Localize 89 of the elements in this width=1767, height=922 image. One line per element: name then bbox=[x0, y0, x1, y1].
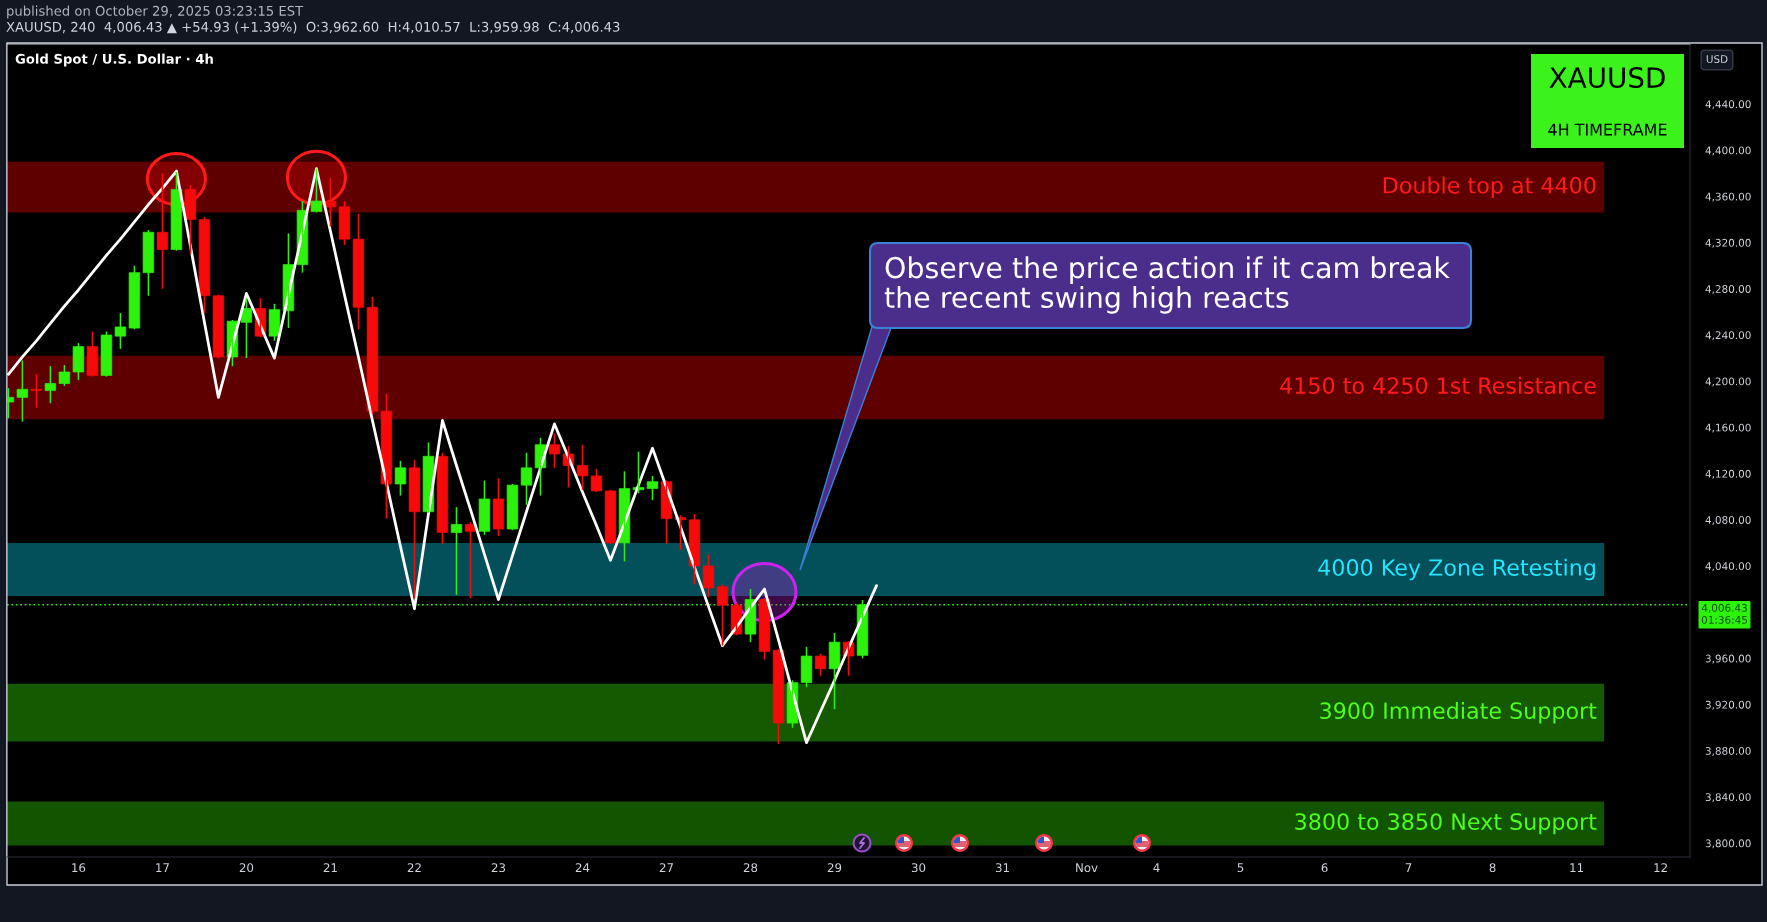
x-tick-label: 30 bbox=[911, 863, 926, 873]
y-tick-label: 4,200.00 bbox=[1705, 377, 1751, 387]
candlestick bbox=[436, 452, 449, 545]
y-tick-label: 4,240.00 bbox=[1705, 331, 1751, 341]
x-tick-label: Nov bbox=[1076, 863, 1098, 873]
candlestick bbox=[492, 477, 505, 537]
candlestick bbox=[268, 303, 281, 342]
x-tick-label: 20 bbox=[239, 863, 254, 873]
candlestick bbox=[310, 167, 323, 214]
y-tick-label: 4,040.00 bbox=[1705, 562, 1751, 572]
y-tick-label: 4,280.00 bbox=[1705, 285, 1751, 294]
x-tick-label: 31 bbox=[995, 863, 1009, 873]
x-tick-label: 29 bbox=[827, 863, 842, 873]
annotation: 4H TIMEFRAME bbox=[1548, 123, 1667, 136]
band-label: 3800 to 3850 Next Support bbox=[1295, 813, 1597, 835]
x-tick-label: 5 bbox=[1237, 863, 1244, 873]
line-series bbox=[7, 167, 878, 745]
chart-subtitle: XAUUSD, 240 4,006.43 ▲ +54.93 (+1.39%) O:3,962.60 H:4,010.57 L:3,959.98 C:4,006.43 bbox=[6, 21, 620, 34]
text: published on October 29, 2025 03:23:15 EST bbox=[7, 5, 304, 19]
candlestick bbox=[590, 468, 603, 493]
ref-line-label: 4,006.43 01:36:45 bbox=[1701, 603, 1747, 624]
y-tick-label: 4,320.00 bbox=[1705, 238, 1751, 248]
x-tick-label: 6 bbox=[1321, 863, 1328, 873]
candlestick bbox=[114, 312, 127, 350]
x-tick-label: 16 bbox=[72, 863, 86, 873]
candlestick bbox=[576, 443, 589, 491]
candlestick bbox=[366, 296, 379, 415]
candlestick bbox=[548, 432, 561, 469]
candlestick bbox=[100, 330, 113, 378]
candlestick bbox=[464, 521, 477, 600]
candlestick bbox=[604, 488, 617, 545]
candlestick bbox=[800, 646, 813, 689]
band-label: Double top at 4400 bbox=[1383, 176, 1596, 198]
x-tick-label: 11 bbox=[1570, 863, 1584, 872]
candlestick bbox=[142, 229, 155, 297]
x-tick-label: 7 bbox=[1405, 863, 1412, 872]
candlestick bbox=[156, 172, 169, 290]
candlestick bbox=[520, 452, 533, 506]
y-tick-label: 3,880.00 bbox=[1705, 746, 1751, 756]
x-tick-label: 23 bbox=[491, 863, 506, 873]
candlestick bbox=[408, 458, 421, 600]
candlestick bbox=[338, 200, 351, 246]
x-tick-label: 12 bbox=[1654, 863, 1667, 872]
candlestick bbox=[30, 373, 43, 409]
x-tick-label: 28 bbox=[743, 863, 758, 873]
candlestick bbox=[184, 184, 197, 255]
x-tick-label: 21 bbox=[323, 863, 337, 872]
x-tick-label: 24 bbox=[575, 863, 590, 872]
candlestick bbox=[16, 359, 29, 423]
annotation: Observe the price action if it cam break the recent swing high reacts bbox=[884, 256, 1450, 314]
x-tick-label: 22 bbox=[407, 863, 421, 872]
x-tick-label: 17 bbox=[156, 863, 169, 872]
candlestick bbox=[86, 330, 99, 378]
y-tick-label: 3,960.00 bbox=[1705, 654, 1751, 664]
x-tick-label: 4 bbox=[1153, 863, 1160, 872]
y-tick-label: 4,360.00 bbox=[1705, 192, 1751, 202]
band-label: 3900 Immediate Support bbox=[1320, 701, 1597, 724]
x-tick-label: 8 bbox=[1489, 863, 1496, 873]
candlestick bbox=[198, 216, 211, 314]
candlestick bbox=[58, 364, 71, 387]
candlestick bbox=[450, 506, 463, 596]
candlestick bbox=[72, 342, 85, 381]
candlestick bbox=[170, 171, 183, 252]
y-tick-label: 3,920.00 bbox=[1705, 700, 1751, 710]
candlestick bbox=[44, 365, 57, 404]
candlestick bbox=[352, 212, 365, 331]
y-tick-label: 4,080.00 bbox=[1705, 516, 1751, 525]
candlestick bbox=[394, 460, 407, 497]
candlestick bbox=[478, 479, 491, 536]
text: Gold Spot / U.S. Dollar · 4h bbox=[15, 53, 213, 67]
y-axis-title: USD bbox=[1706, 55, 1728, 64]
candlestick bbox=[506, 483, 519, 531]
y-tick-label: 4,400.00 bbox=[1705, 146, 1751, 156]
candlestick bbox=[646, 475, 659, 501]
y-tick-label: 3,800.00 bbox=[1705, 839, 1751, 849]
y-tick-label: 4,120.00 bbox=[1705, 469, 1751, 479]
candlestick bbox=[702, 553, 715, 598]
band-label: 4000 Key Zone Retesting bbox=[1318, 558, 1595, 581]
candlestick bbox=[128, 264, 141, 331]
candlestick bbox=[814, 652, 827, 677]
annotation: XAUUSD bbox=[1549, 67, 1665, 89]
y-tick-label: 4,160.00 bbox=[1705, 423, 1751, 433]
y-tick-label: 3,840.00 bbox=[1705, 793, 1751, 803]
band-label: 4150 to 4250 1st Resistance bbox=[1280, 376, 1596, 395]
candlestick bbox=[716, 583, 729, 647]
y-tick-label: 4,440.00 bbox=[1705, 100, 1751, 110]
candlestick bbox=[212, 293, 225, 359]
x-tick-label: 27 bbox=[659, 863, 673, 872]
candlestick bbox=[324, 177, 337, 228]
